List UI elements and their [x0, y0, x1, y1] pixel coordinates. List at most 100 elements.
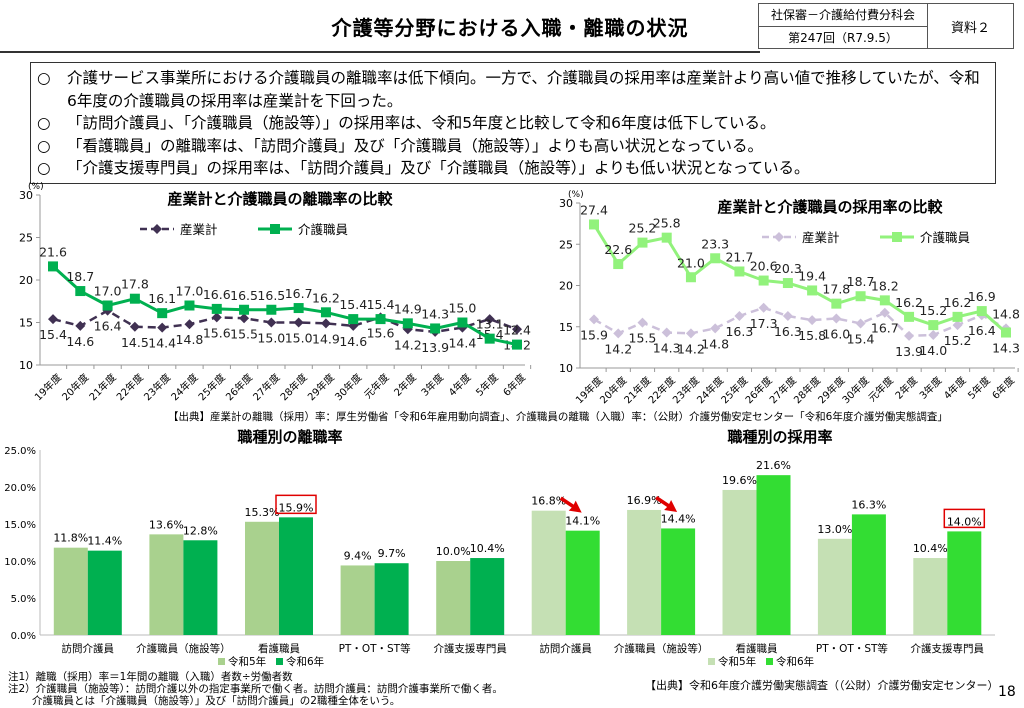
data-point-square: [348, 314, 359, 325]
data-point-diamond: [807, 315, 818, 326]
y-axis-unit: (%): [568, 190, 584, 200]
legend-label: 介護職員: [298, 222, 349, 237]
data-point-square: [710, 253, 721, 264]
x-tick-label: 4年度: [446, 371, 474, 399]
data-point-square: [807, 285, 818, 296]
data-label: 14.5: [121, 335, 149, 350]
x-tick-label: 元年度: [865, 374, 895, 404]
legend-label: 令和5年: [718, 655, 756, 668]
legend-marker: [152, 224, 162, 234]
data-label: 27.4: [580, 202, 608, 217]
bar-label: 10.0%: [436, 545, 471, 558]
series-line-産業計: [593, 306, 1007, 338]
bar-令和6年: [756, 475, 791, 635]
bar-label: 13.0%: [817, 523, 852, 536]
summary-text: 「看護職員」の離職率は、「訪問介護員」及び「介護職員（施設等）」よりも高い状況と…: [67, 136, 763, 155]
summary-text: 介護サービス事業所における介護職員の離職率は低下傾向。一方で、介護職員の採用率は…: [67, 69, 980, 110]
data-point-square: [129, 293, 140, 304]
bar-label: 21.6%: [756, 459, 791, 472]
data-label: 13.9: [421, 340, 449, 355]
x-tick-label: 介護職員（施設等）: [136, 642, 231, 655]
bar-label: 11.4%: [87, 535, 122, 548]
legend-swatch: [276, 658, 283, 665]
data-label: 17.3: [750, 316, 778, 331]
line-chart-source: 【出典】産業計の離職（採用）率：厚生労働省「令和6年雇用動向調査」、介護職員の離…: [168, 411, 948, 423]
x-tick-label: 6年度: [500, 371, 528, 399]
data-label: 16.7: [871, 321, 899, 336]
bar-令和5年: [53, 547, 88, 635]
data-point-diamond: [637, 317, 648, 328]
data-point-square: [75, 286, 86, 297]
bar-label: 16.3%: [851, 498, 886, 511]
data-label: 20.3: [774, 261, 802, 276]
data-label: 16.1: [148, 291, 176, 306]
legend-label: 産業計: [802, 230, 840, 245]
bullet-icon: ○: [37, 159, 51, 177]
data-point-square: [782, 278, 793, 289]
bar-label: 10.4%: [913, 542, 948, 555]
x-tick-label: 28年度: [277, 371, 309, 403]
data-label: 14.6: [66, 334, 94, 349]
bar-label: 9.7%: [378, 547, 406, 560]
data-point-square: [484, 333, 495, 344]
data-point-square: [758, 275, 769, 286]
legend-swatch: [766, 658, 773, 665]
y-tick-label: 10: [559, 362, 573, 375]
highlight-box: [943, 508, 986, 529]
data-point-square: [685, 272, 696, 283]
bar-令和6年: [279, 517, 313, 635]
data-label: 14.9: [394, 301, 422, 316]
data-point-square: [855, 291, 866, 302]
data-label: 16.9: [968, 289, 996, 304]
data-label: 15.4: [39, 327, 67, 342]
data-point-square: [734, 266, 745, 277]
data-point-square: [512, 339, 522, 350]
summary-item: ○ 介護サービス事業所における介護職員の離職率は低下傾向。一方で、介護職員の採用率…: [37, 67, 989, 112]
data-point-diamond: [184, 319, 195, 330]
y-tick-label: 10.0%: [4, 557, 36, 568]
data-label: 17.8: [121, 277, 149, 292]
data-label: 20.6: [750, 259, 778, 274]
bar-chart-source: 【出典】令和6年度介護労働実態調査（（公財）介護労働安定センター）: [645, 679, 999, 692]
data-point-diamond: [710, 323, 721, 334]
notes: 注1）離職（採用）率＝1年間の離職（入職）者数÷労働者数 注2）介護職員（施設等…: [8, 671, 503, 707]
legend-marker: [270, 224, 280, 234]
x-tick-label: 2年度: [892, 374, 920, 402]
summary-box: ○ 介護サービス事業所における介護職員の離職率は低下傾向。一方で、介護職員の採用率…: [30, 62, 996, 184]
bar-令和6年: [470, 558, 505, 635]
bullet-icon: ○: [37, 114, 51, 132]
x-tick-label: 25年度: [195, 371, 227, 403]
data-label: 17.0: [176, 284, 204, 299]
chart-title: 職種別の離職率: [237, 428, 342, 446]
data-label: 16.3: [725, 324, 753, 339]
data-label: 14.3: [421, 306, 449, 321]
session-number: 第247回（R7.9.5）: [788, 30, 898, 45]
x-tick-label: 30年度: [839, 374, 871, 406]
y-tick-label: 15: [19, 317, 33, 330]
data-label: 14.0: [919, 343, 947, 358]
summary-item: ○ 「看護職員」の離職率は、「訪問介護員」及び「介護職員（施設等）」よりも高い状況…: [37, 135, 989, 158]
note-1: 注1）離職（採用）率＝1年間の離職（入職）者数÷労働者数: [8, 671, 293, 683]
bar-label: 16.8%: [531, 495, 566, 508]
data-point-diamond: [484, 314, 495, 325]
x-tick-label: 5年度: [965, 374, 993, 402]
y-tick-label: 25.0%: [4, 446, 36, 457]
data-label: 15.0: [448, 301, 476, 316]
bar-令和5年: [245, 521, 279, 635]
data-point-square: [928, 320, 939, 331]
legend-label: 令和6年: [286, 655, 324, 668]
data-point-square: [375, 314, 386, 325]
data-point-diamond: [320, 318, 331, 329]
data-point-diamond: [661, 327, 672, 338]
data-label: 25.8: [653, 216, 681, 231]
y-axis-unit: (%): [28, 182, 44, 192]
y-tick-label: 20: [559, 280, 573, 293]
data-point-square: [457, 317, 468, 328]
bar-label: 15.9%: [279, 501, 314, 514]
data-point-square: [239, 304, 250, 315]
data-label: 14.3: [992, 341, 1020, 356]
data-label: 18.2: [871, 278, 899, 293]
data-point-diamond: [239, 313, 250, 324]
bar-令和5年: [340, 565, 375, 635]
